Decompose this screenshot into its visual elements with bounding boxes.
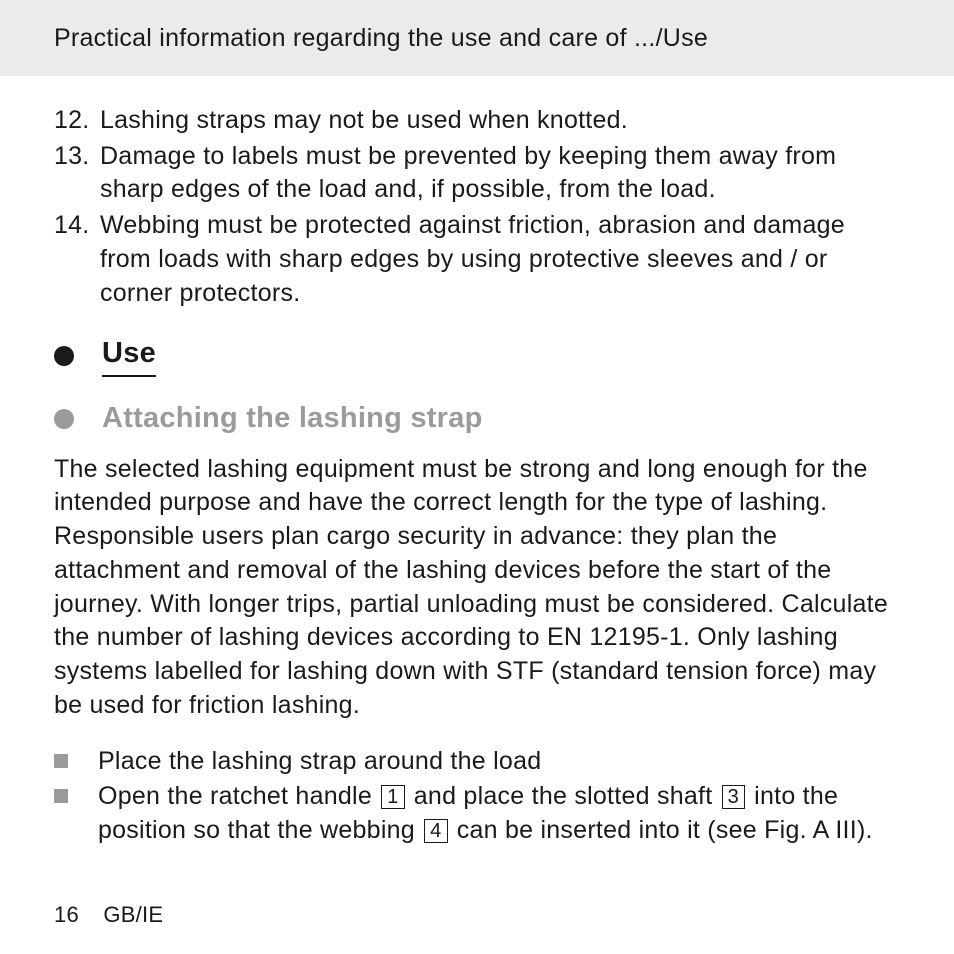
- step-fragment: Open the ratchet handle: [98, 782, 379, 810]
- list-item: Place the lashing strap around the load: [54, 745, 900, 779]
- numbered-list: 12. Lashing straps may not be used when …: [54, 104, 900, 311]
- step-text: Open the ratchet handle 1 and place the …: [98, 780, 900, 848]
- step-fragment: and place the slotted shaft: [407, 782, 720, 810]
- section-attach-heading: Attaching the lashing strap: [102, 399, 483, 438]
- part-ref-box: 3: [722, 785, 745, 809]
- step-text: Place the lashing strap around the load: [98, 745, 900, 779]
- item-number: 14.: [54, 209, 100, 310]
- section-use-heading: Use: [102, 334, 156, 377]
- section-attach-row: Attaching the lashing strap: [54, 399, 900, 438]
- item-text: Damage to labels must be prevented by ke…: [100, 140, 900, 208]
- square-bullet-icon: [54, 789, 68, 803]
- item-number: 13.: [54, 140, 100, 208]
- list-item: Open the ratchet handle 1 and place the …: [54, 780, 900, 848]
- bullet-solid-icon: [54, 346, 74, 366]
- page-number: 16: [54, 902, 79, 927]
- part-ref-box: 4: [424, 819, 447, 843]
- part-ref-box: 1: [381, 785, 404, 809]
- region-code: GB/IE: [103, 902, 163, 927]
- breadcrumb-text: Practical information regarding the use …: [54, 24, 708, 52]
- item-text: Webbing must be protected against fricti…: [100, 209, 900, 310]
- page-content: 12. Lashing straps may not be used when …: [0, 76, 954, 848]
- section-use-row: Use: [54, 334, 900, 377]
- header-breadcrumb: Practical information regarding the use …: [0, 0, 954, 76]
- page-footer: 16 GB/IE: [54, 900, 163, 930]
- bullet-grey-icon: [54, 409, 74, 429]
- list-item: 14. Webbing must be protected against fr…: [54, 209, 900, 310]
- item-text: Lashing straps may not be used when knot…: [100, 104, 900, 138]
- step-fragment: can be inserted into it (see Fig. A III)…: [450, 816, 873, 844]
- list-item: 13. Damage to labels must be prevented b…: [54, 140, 900, 208]
- body-paragraph: The selected lashing equipment must be s…: [54, 453, 900, 723]
- list-item: 12. Lashing straps may not be used when …: [54, 104, 900, 138]
- steps-list: Place the lashing strap around the load …: [54, 745, 900, 848]
- item-number: 12.: [54, 104, 100, 138]
- square-bullet-icon: [54, 754, 68, 768]
